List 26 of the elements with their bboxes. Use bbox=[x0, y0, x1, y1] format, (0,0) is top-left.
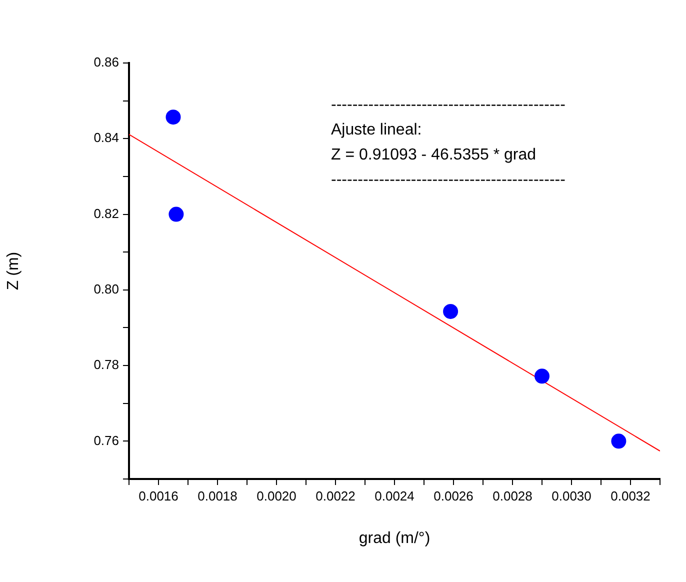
y-axis-title: Z (m) bbox=[5, 252, 22, 290]
annotation: -------------------------------------------- bbox=[331, 96, 566, 114]
x-tick-label: 0.0018 bbox=[198, 488, 238, 504]
y-tick-label: 0.82 bbox=[94, 206, 119, 221]
point bbox=[168, 206, 184, 222]
x-tick-label: 0.0026 bbox=[434, 488, 474, 504]
y-tick-label: 0.80 bbox=[94, 281, 119, 296]
x-tick-label: 0.0030 bbox=[552, 488, 592, 504]
point bbox=[166, 110, 181, 125]
x-tick-label: 0.0032 bbox=[610, 488, 650, 504]
x-tick-label: 0.0024 bbox=[374, 488, 414, 504]
y-tick-label: 0.86 bbox=[94, 54, 119, 70]
y-tick-label: 0.76 bbox=[94, 432, 119, 448]
x-tick-label: 0.0020 bbox=[256, 488, 296, 504]
x-tick-label: 0.0028 bbox=[492, 488, 532, 504]
point bbox=[443, 304, 458, 319]
x-tick-label: 0.0022 bbox=[316, 488, 356, 504]
y-tick-label: 0.84 bbox=[94, 130, 119, 146]
annotation: Z = 0.91093 - 46.5355 * grad bbox=[331, 146, 536, 164]
point bbox=[534, 368, 550, 384]
x-tick-label: 0.0016 bbox=[138, 488, 178, 504]
point bbox=[611, 434, 626, 449]
annotation: Ajuste lineal: bbox=[331, 121, 422, 138]
annotation: -------------------------------------------- bbox=[331, 171, 566, 188]
x-axis-title: grad (m/°) bbox=[358, 530, 430, 547]
y-tick-label: 0.78 bbox=[94, 357, 119, 372]
